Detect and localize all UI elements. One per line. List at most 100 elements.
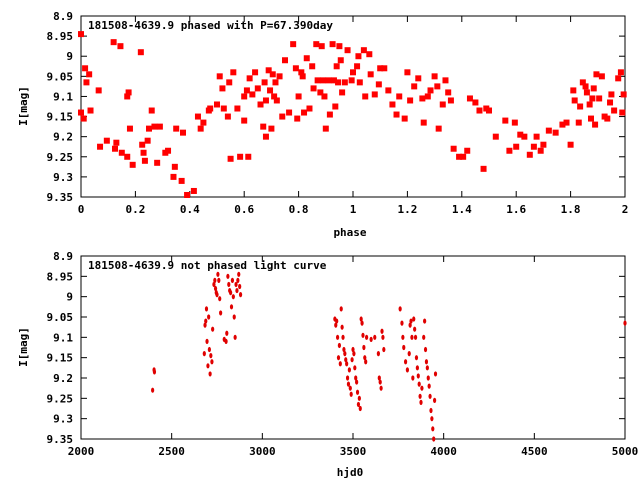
data-point <box>299 73 306 80</box>
data-point <box>502 117 509 124</box>
data-point <box>103 137 110 144</box>
data-point <box>335 318 339 324</box>
data-point <box>211 326 215 332</box>
data-point <box>545 127 552 134</box>
unphased-chart-title: 181508-4639.9 not phased light curve <box>88 259 327 272</box>
x-tick-label: 2 <box>622 203 629 216</box>
data-point <box>424 359 429 365</box>
data-point <box>144 137 151 144</box>
phased-x-axis-label: phase <box>333 226 366 239</box>
data-point <box>333 63 340 70</box>
data-point <box>582 83 589 90</box>
data-point <box>241 93 248 100</box>
y-tick-label: 9.2 <box>53 131 73 144</box>
data-point <box>466 95 473 102</box>
data-point <box>415 365 419 371</box>
data-point <box>344 47 351 54</box>
data-point <box>347 367 351 373</box>
data-point <box>301 109 308 116</box>
data-point <box>480 165 487 172</box>
data-point <box>220 105 227 112</box>
data-point <box>326 111 333 118</box>
data-point <box>292 65 299 72</box>
data-point <box>404 69 411 76</box>
data-point <box>173 125 180 132</box>
data-point <box>405 367 409 373</box>
data-point <box>309 63 316 70</box>
data-point <box>567 141 574 148</box>
data-point <box>140 149 147 156</box>
data-point <box>207 314 211 320</box>
data-point <box>607 99 614 106</box>
data-point <box>413 334 418 340</box>
data-point <box>141 157 148 164</box>
data-point <box>306 105 313 112</box>
data-point <box>224 113 231 120</box>
data-point <box>375 81 382 88</box>
data-point <box>431 73 438 80</box>
data-point <box>184 191 191 198</box>
data-point <box>137 49 144 56</box>
data-point <box>403 359 408 365</box>
data-point <box>608 91 615 98</box>
data-point <box>385 87 392 94</box>
data-point <box>433 371 438 377</box>
y-tick-label: 9.1 <box>53 331 73 344</box>
data-point <box>357 395 361 401</box>
data-point <box>126 125 133 132</box>
data-point <box>216 271 220 277</box>
data-point <box>335 79 342 86</box>
data-point <box>521 133 528 140</box>
data-point <box>282 57 288 64</box>
data-point <box>227 281 231 288</box>
x-tick-label: 1.2 <box>397 203 417 216</box>
unphased-x-axis-label: hjd0 <box>337 466 364 479</box>
data-point <box>212 281 216 288</box>
data-point <box>364 359 368 365</box>
data-point <box>413 326 417 332</box>
data-point <box>156 123 163 130</box>
data-point <box>334 322 338 328</box>
data-point <box>213 285 218 292</box>
x-tick-label: 3500 <box>340 445 367 458</box>
data-point <box>345 361 349 367</box>
data-point <box>355 379 359 385</box>
data-point <box>590 85 597 92</box>
data-point <box>422 334 426 340</box>
phased-plot-frame <box>80 15 626 198</box>
data-point <box>400 320 404 326</box>
data-point <box>204 306 209 312</box>
data-point <box>419 95 426 102</box>
data-point <box>267 87 274 94</box>
data-point <box>369 336 373 342</box>
data-point <box>294 115 301 122</box>
data-point <box>215 292 219 298</box>
data-point <box>428 393 432 399</box>
data-point <box>359 316 363 322</box>
data-point <box>414 355 419 361</box>
data-point <box>559 121 566 128</box>
data-point <box>442 77 449 84</box>
data-point <box>464 147 471 154</box>
data-point <box>381 334 385 340</box>
data-point <box>379 385 383 391</box>
data-point <box>615 75 622 82</box>
data-point <box>408 322 412 328</box>
data-point <box>230 69 237 76</box>
data-point <box>427 383 431 389</box>
data-point <box>246 75 253 82</box>
data-point <box>224 338 228 344</box>
data-point <box>416 373 420 379</box>
data-point <box>350 69 356 76</box>
data-point <box>412 316 416 322</box>
y-tick-label: 9.1 <box>53 90 73 103</box>
data-point <box>456 153 463 160</box>
data-point <box>355 53 362 60</box>
data-point <box>152 369 157 375</box>
phased-chart: 0 0.2 0.4 0.6 0.8 1 1.2 1.4 1.6 1.8 2 8.9 8.95 9 9.05 9… <box>17 10 628 239</box>
data-point <box>352 351 356 357</box>
data-point <box>623 320 627 326</box>
data-point <box>588 115 594 122</box>
data-point <box>354 375 358 381</box>
data-point <box>330 77 337 84</box>
